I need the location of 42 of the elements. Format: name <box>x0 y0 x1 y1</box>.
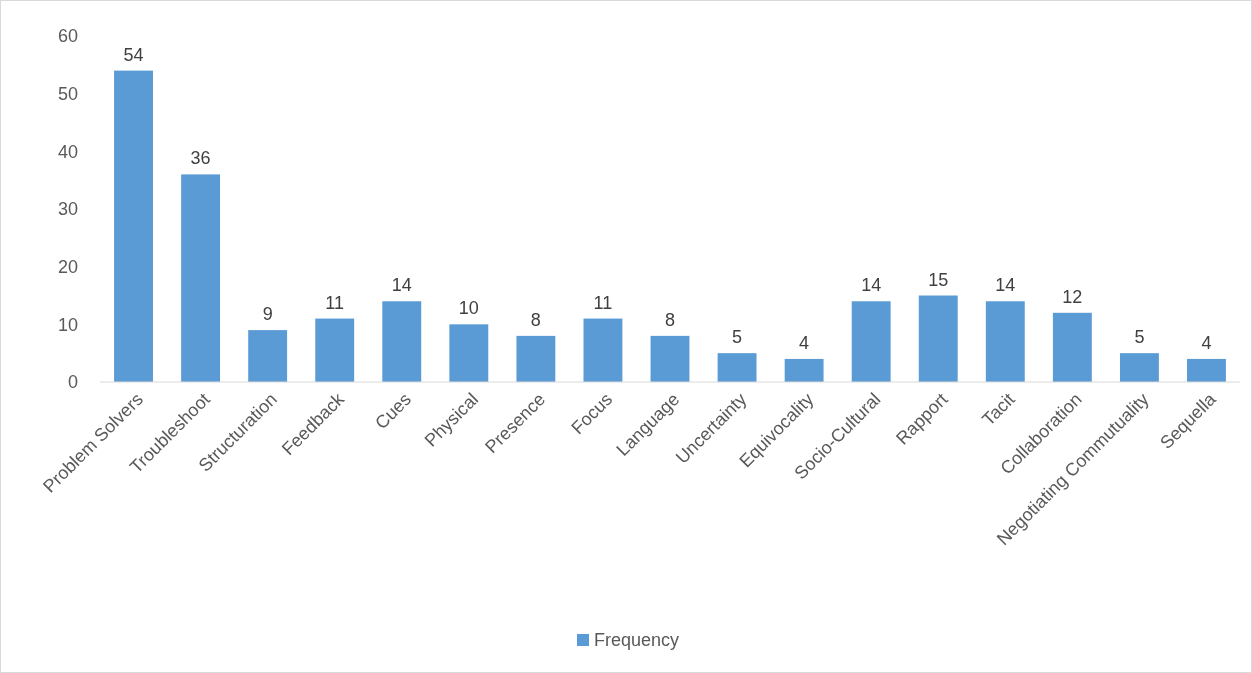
data-label: 5 <box>1134 327 1145 348</box>
y-tick-label: 60 <box>57 26 78 47</box>
bar <box>248 330 288 382</box>
data-label: 5 <box>732 327 743 348</box>
bar <box>315 318 355 382</box>
y-tick-label: 50 <box>57 83 78 104</box>
bar <box>382 301 422 382</box>
data-label: 11 <box>593 292 613 313</box>
bar <box>784 358 824 382</box>
data-label: 14 <box>391 275 412 296</box>
data-label: 4 <box>799 332 810 353</box>
data-label: 15 <box>928 269 949 290</box>
data-label: 36 <box>190 148 211 169</box>
data-label: 10 <box>458 298 479 319</box>
bar <box>1119 353 1159 382</box>
data-label: 8 <box>664 309 676 330</box>
bar <box>650 335 690 382</box>
bar <box>1187 358 1226 382</box>
y-tick-label: 30 <box>57 199 78 220</box>
data-label: 14 <box>861 275 882 296</box>
bar <box>985 301 1025 382</box>
y-tick-label: 0 <box>67 372 78 393</box>
bar <box>516 335 556 382</box>
data-label: 9 <box>262 304 273 325</box>
data-label: 11 <box>325 292 345 313</box>
data-label: 14 <box>995 275 1016 296</box>
y-tick-label: 40 <box>57 141 78 162</box>
bar <box>449 324 489 382</box>
data-label: 12 <box>1062 286 1083 307</box>
bar <box>583 318 623 382</box>
legend-label: Frequency <box>594 630 680 651</box>
data-label: 8 <box>530 309 541 330</box>
y-tick-label: 10 <box>57 314 78 335</box>
bar <box>181 174 221 382</box>
bar <box>717 353 757 382</box>
y-tick-label: 20 <box>57 256 78 277</box>
data-label: 54 <box>123 44 144 65</box>
bar <box>114 70 153 382</box>
bar <box>918 295 958 382</box>
data-label: 4 <box>1201 332 1212 353</box>
bar <box>851 301 891 382</box>
bar <box>1052 312 1092 382</box>
